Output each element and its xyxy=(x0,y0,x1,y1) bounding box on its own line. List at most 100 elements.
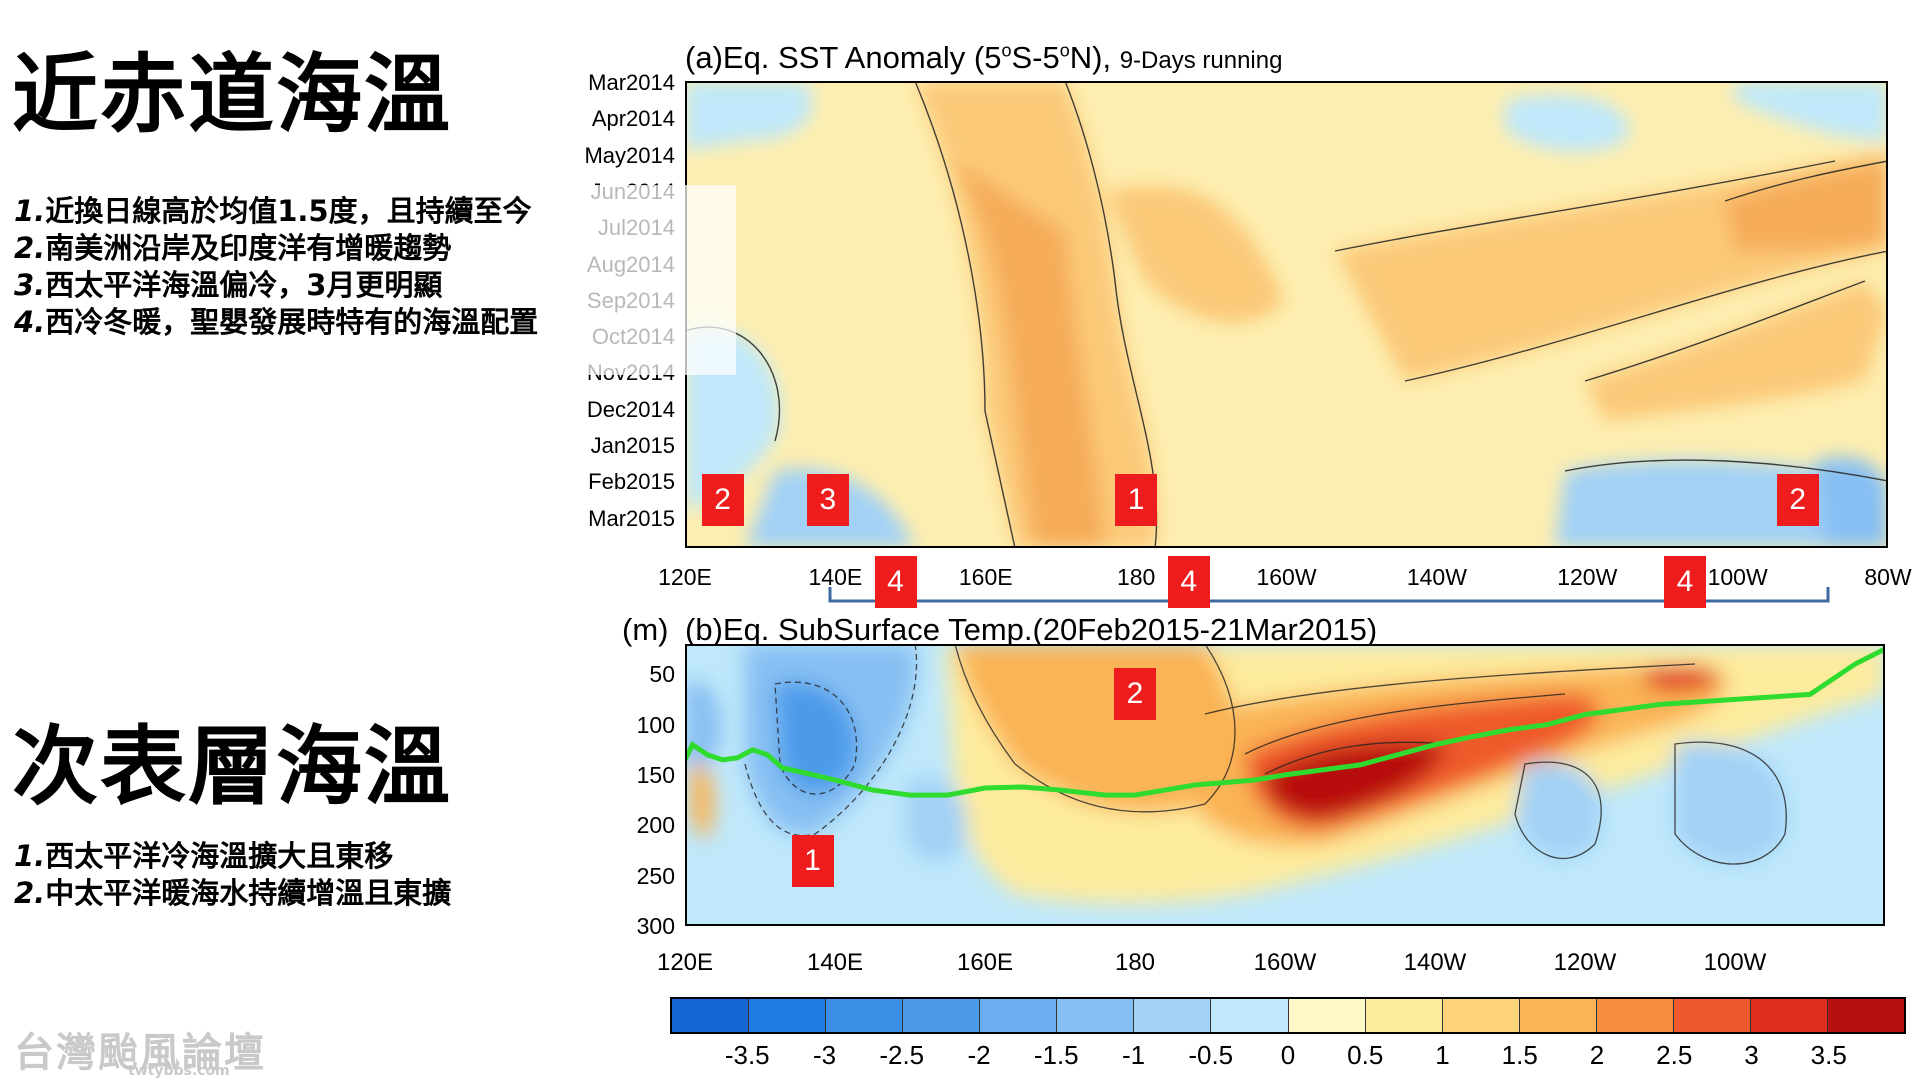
sst-cool-se-core xyxy=(1815,457,1888,548)
notes-backdrop xyxy=(8,185,736,375)
sub-cool-mid xyxy=(905,777,967,863)
y-tick-label: 100 xyxy=(636,711,675,738)
x-tick-label: 100W xyxy=(1703,949,1767,976)
y-tick-label: 50 xyxy=(649,661,675,688)
y-tick-label: Mar2015 xyxy=(588,505,675,531)
sst-warm-east-2 xyxy=(1585,281,1888,421)
x-tick-label: 140W xyxy=(1403,949,1467,976)
y-tick-label: Jan2015 xyxy=(590,433,675,458)
colorbar-label: -2 xyxy=(967,1040,991,1070)
colorbar-label: 2 xyxy=(1589,1040,1605,1070)
y-tick-label: Feb2015 xyxy=(588,469,675,495)
section2-notes: 1.西太平洋冷海溫擴大且東移 2.中太平洋暖海水持續增溫且東擴 xyxy=(14,838,451,912)
section1-title: 近赤道海溫 xyxy=(12,45,452,145)
annotation-badge: 3 xyxy=(806,474,849,527)
note-1-3-front: 3.西太平洋海溫偏冷，3月更明顯 xyxy=(14,268,443,302)
annotation-badge: 2 xyxy=(701,474,744,527)
annotation-badge: 2 xyxy=(1114,668,1156,721)
note-2-1: 1.西太平洋冷海溫擴大且東移 xyxy=(14,839,394,873)
x-tick-label: 160E xyxy=(956,949,1014,976)
note-1-4-front: 4.西冷冬暖，聖嬰發展時特有的海溫配置 xyxy=(14,305,539,339)
colorbar xyxy=(670,997,1906,1034)
annotation-badge: 1 xyxy=(1115,474,1158,527)
x-tick-label: 140E xyxy=(808,564,863,590)
x-tick-label: 120E xyxy=(658,564,712,590)
annotation-badge: 4 xyxy=(1167,556,1210,608)
colorbar-label: 1.5 xyxy=(1501,1040,1538,1070)
chart-a-plot xyxy=(685,81,1888,548)
colorbar-swatch xyxy=(826,999,904,1032)
x-tick-label: 80W xyxy=(1864,564,1912,590)
colorbar-label: 3.5 xyxy=(1810,1040,1847,1070)
colorbar-label: 1 xyxy=(1435,1040,1450,1070)
chart-a-bracket xyxy=(828,587,1830,603)
sub-warm-west xyxy=(955,644,1235,812)
sub-cool-west-core xyxy=(775,682,857,794)
colorbar-swatch xyxy=(672,999,750,1032)
section2-title: 次表層海溫 xyxy=(12,717,452,817)
colorbar-swatch xyxy=(1750,999,1828,1032)
chart-b-frame xyxy=(685,644,1885,926)
sub-cool-far-west xyxy=(685,681,721,773)
y-tick-label: Mar2014 xyxy=(588,70,675,95)
chart-b-title: (b)Eq. SubSurface Temp.(20Feb2015-21Mar2… xyxy=(685,612,1378,647)
sst-contours xyxy=(685,81,1888,548)
colorbar-label: 0 xyxy=(1280,1040,1296,1070)
sub-cool-east xyxy=(1515,762,1602,859)
x-tick-label: 180 xyxy=(1116,564,1156,590)
colorbar-label: -3.5 xyxy=(724,1040,770,1070)
x-tick-label: 140E xyxy=(806,949,864,976)
colorbar-swatch xyxy=(1442,999,1520,1032)
annotation-badge: 4 xyxy=(1663,556,1706,608)
x-tick-label: 160W xyxy=(1253,949,1317,976)
colorbar-swatch xyxy=(980,999,1058,1032)
section1-notes-front: 1.近換日線高於均值1.5度，且持續至今 2.南美洲沿岸及印度洋有增暖趨勢 3.… xyxy=(14,193,538,341)
chart-b-ylabel: (m) xyxy=(622,612,669,647)
watermark-url: twtybbs.com xyxy=(128,1063,230,1079)
x-tick-label: 140W xyxy=(1406,564,1467,590)
x-tick-label: 160W xyxy=(1256,564,1317,590)
colorbar-swatch xyxy=(1211,999,1289,1032)
annotation-badge: 1 xyxy=(791,834,834,887)
sub-cool-east-2 xyxy=(1675,742,1787,864)
colorbar-swatch xyxy=(1057,999,1135,1032)
colorbar-swatch xyxy=(903,999,981,1032)
y-tick-label: 150 xyxy=(636,761,675,788)
note-2-2: 2.中太平洋暖海水持續增溫且東擴 xyxy=(14,876,452,910)
colorbar-label: -0.5 xyxy=(1188,1040,1234,1070)
x-tick-label: 120W xyxy=(1557,564,1618,590)
chart-a-subtitle: 9-Days running xyxy=(1119,47,1283,74)
colorbar-swatch xyxy=(1288,999,1366,1032)
x-tick-label: 120E xyxy=(656,949,714,976)
colorbar-label: -1 xyxy=(1121,1040,1146,1070)
thermocline-line xyxy=(685,646,1885,798)
colorbar-swatch xyxy=(749,999,827,1032)
y-tick-label: Apr2014 xyxy=(591,106,675,132)
colorbar-swatch xyxy=(1827,999,1904,1032)
colorbar-label: -2.5 xyxy=(879,1040,925,1070)
chart-b-plot xyxy=(685,644,1885,926)
x-tick-label: 160E xyxy=(958,564,1013,590)
colorbar-label: -1.5 xyxy=(1033,1040,1079,1070)
sst-cool-ne-2 xyxy=(1735,81,1888,141)
watermark: 台灣颱風論壇 xyxy=(14,1030,266,1076)
y-tick-label: 200 xyxy=(636,812,675,839)
sub-warm-far-west xyxy=(690,762,714,837)
y-tick-label: May2014 xyxy=(584,142,675,168)
sub-contours xyxy=(744,644,1787,865)
annotation-badge: 4 xyxy=(874,556,917,608)
colorbar-label: 3 xyxy=(1744,1040,1759,1070)
colorbar-label: -3 xyxy=(812,1040,837,1070)
x-tick-label: 180 xyxy=(1114,949,1156,976)
colorbar-swatch xyxy=(1519,999,1597,1032)
y-tick-label: 250 xyxy=(636,862,675,889)
note-1-1-front: 1.近換日線高於均值1.5度，且持續至今 xyxy=(14,194,532,228)
sst-cool-ne xyxy=(1505,94,1629,152)
sst-warm-east-core xyxy=(1725,161,1888,251)
chart-a-title: (a)Eq. SST Anomaly (5oS-5oN), 9-Days run… xyxy=(685,40,1283,75)
y-tick-label: 300 xyxy=(636,913,675,939)
colorbar-swatch xyxy=(1365,999,1443,1032)
annotation-badge: 2 xyxy=(1776,474,1819,527)
colorbar-swatch xyxy=(1596,999,1674,1032)
sst-warm-dateline-core xyxy=(955,161,1105,548)
